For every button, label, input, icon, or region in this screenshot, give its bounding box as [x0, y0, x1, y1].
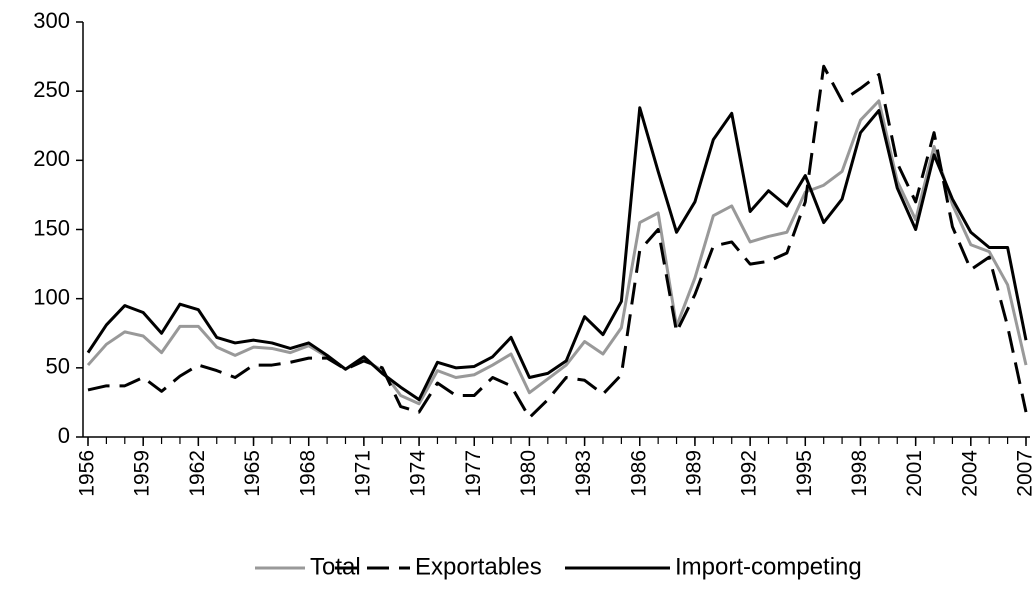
legend-label: Import-competing [675, 553, 862, 580]
y-tick-label: 250 [33, 77, 70, 102]
x-tick-label: 1956 [76, 450, 99, 497]
x-tick-label: 1983 [572, 450, 595, 497]
x-tick-label: 1992 [738, 450, 761, 497]
x-tick-label: 1998 [848, 450, 871, 497]
x-tick-label: 1965 [241, 450, 264, 497]
x-tick-label: 2004 [958, 450, 981, 497]
y-tick-label: 200 [33, 146, 70, 171]
legend-label: Exportables [415, 553, 542, 580]
x-tick-label: 1995 [793, 450, 816, 497]
x-tick-label: 1971 [351, 450, 374, 497]
y-tick-label: 300 [33, 8, 70, 33]
y-tick-label: 150 [33, 215, 70, 240]
x-tick-label: 1959 [131, 450, 154, 497]
x-tick-label: 2007 [1014, 450, 1034, 497]
x-tick-label: 1986 [627, 450, 650, 497]
x-tick-label: 1977 [462, 450, 485, 497]
x-tick-label: 1962 [186, 450, 209, 497]
series-line [87, 64, 1028, 420]
x-tick-label: 1974 [407, 450, 430, 497]
y-tick-label: 50 [46, 354, 70, 379]
x-tick-label: 1968 [296, 450, 319, 497]
series-line [86, 106, 1028, 402]
y-tick-label: 100 [33, 284, 70, 309]
x-tick-label: 1989 [682, 450, 705, 497]
series-line [86, 99, 1028, 406]
y-tick-label: 0 [58, 423, 70, 448]
x-tick-label: 1980 [517, 450, 540, 497]
x-tick-label: 2001 [903, 450, 926, 497]
